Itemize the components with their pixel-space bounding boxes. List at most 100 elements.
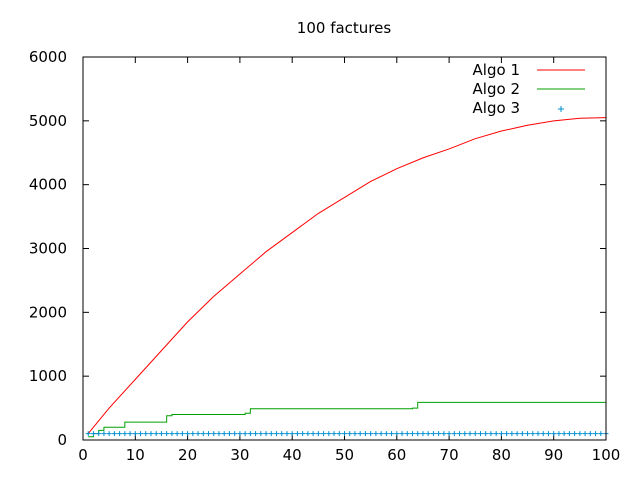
data-point xyxy=(383,431,389,437)
data-point xyxy=(425,431,431,437)
data-point xyxy=(587,431,593,437)
data-point xyxy=(530,431,536,437)
chart-title: 100 factures xyxy=(297,19,392,37)
data-point xyxy=(430,431,436,437)
legend-label: Algo 3 xyxy=(473,99,520,117)
data-point xyxy=(294,431,300,437)
x-tick-label: 0 xyxy=(78,446,88,464)
data-point xyxy=(545,431,551,437)
data-point xyxy=(415,431,421,437)
legend-label: Algo 1 xyxy=(473,61,520,79)
data-point xyxy=(132,431,138,437)
data-point xyxy=(85,431,91,437)
data-point xyxy=(305,431,311,437)
data-point xyxy=(158,431,164,437)
data-point xyxy=(164,431,170,437)
data-point xyxy=(551,431,557,437)
data-point xyxy=(368,431,374,437)
data-point xyxy=(467,431,473,437)
tick-labels: 0 10 20 30 40 50 60 70 80 90 100010002000300040005… xyxy=(29,48,621,464)
data-point xyxy=(409,431,415,437)
data-point xyxy=(347,431,353,437)
data-point xyxy=(117,431,123,437)
data-point xyxy=(389,431,395,437)
data-point xyxy=(509,431,515,437)
data-point xyxy=(90,431,96,437)
data-point xyxy=(190,431,196,437)
data-point xyxy=(336,431,342,437)
data-point xyxy=(101,431,107,437)
y-tick-label: 1000 xyxy=(29,367,67,385)
data-point xyxy=(394,431,400,437)
x-tick-label: 30 xyxy=(230,446,249,464)
data-point xyxy=(498,431,504,437)
data-point xyxy=(504,431,510,437)
data-point xyxy=(143,431,149,437)
data-point xyxy=(111,431,117,437)
data-point xyxy=(535,431,541,437)
data-point xyxy=(577,431,583,437)
plot-frame xyxy=(82,56,607,441)
x-tick-label: 80 xyxy=(492,446,511,464)
data-point xyxy=(153,431,159,437)
data-point xyxy=(566,431,572,437)
axis-ticks xyxy=(82,56,607,441)
series-algo-3-points xyxy=(85,431,609,437)
data-point xyxy=(373,431,379,437)
series-algo-1-line xyxy=(87,117,607,434)
data-point xyxy=(284,431,290,437)
data-point xyxy=(362,431,368,437)
series-layer xyxy=(85,117,609,438)
data-point xyxy=(200,431,206,437)
data-point xyxy=(106,431,112,437)
x-tick-label: 10 xyxy=(126,446,145,464)
data-point xyxy=(342,431,347,437)
data-point xyxy=(598,431,604,437)
data-point xyxy=(399,431,405,437)
data-point xyxy=(127,431,133,437)
data-point xyxy=(221,431,227,437)
data-point xyxy=(263,431,269,437)
data-point xyxy=(279,431,285,437)
data-point xyxy=(540,431,546,437)
data-point xyxy=(561,431,567,437)
y-tick-label: 3000 xyxy=(29,240,67,258)
data-point xyxy=(237,431,243,437)
data-point xyxy=(378,431,384,437)
data-point xyxy=(253,431,259,437)
data-point xyxy=(493,431,499,437)
data-point xyxy=(247,431,253,437)
data-point xyxy=(593,431,599,437)
data-point xyxy=(226,431,232,437)
data-point xyxy=(556,431,562,437)
data-point xyxy=(457,431,463,437)
data-point xyxy=(138,431,144,437)
data-point xyxy=(420,431,426,437)
data-point xyxy=(169,431,175,437)
y-tick-label: 0 xyxy=(57,431,67,449)
data-point xyxy=(326,431,332,437)
data-point xyxy=(289,431,295,437)
data-point xyxy=(525,431,531,437)
data-point xyxy=(310,431,316,437)
data-point xyxy=(352,431,358,437)
x-tick-label: 50 xyxy=(335,446,354,464)
data-point xyxy=(179,431,185,437)
series-algo-2-line xyxy=(88,401,606,438)
data-point xyxy=(195,431,201,437)
data-point xyxy=(483,431,489,437)
data-point xyxy=(441,431,447,437)
data-point xyxy=(268,431,274,437)
data-point xyxy=(242,431,248,437)
data-point xyxy=(300,431,306,437)
data-point xyxy=(477,431,483,437)
data-point xyxy=(436,431,442,437)
x-tick-label: 40 xyxy=(283,446,302,464)
data-point xyxy=(258,431,264,437)
x-tick-label: 20 xyxy=(178,446,197,464)
data-point xyxy=(446,431,452,437)
data-point xyxy=(315,431,321,437)
data-point xyxy=(274,431,280,437)
